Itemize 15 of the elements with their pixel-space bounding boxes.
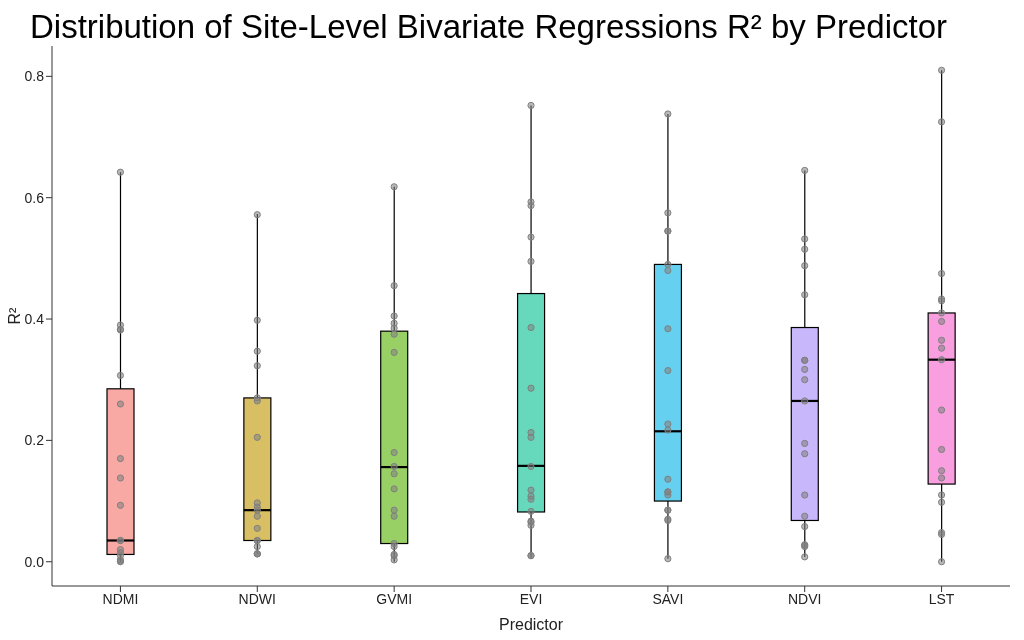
x-tick-label: NDWI xyxy=(238,590,276,607)
y-tick-label: 0.8 xyxy=(24,68,45,85)
y-tick-label: 0.6 xyxy=(24,189,45,206)
x-tick-label: NDMI xyxy=(102,590,139,607)
x-tick-label: GVMI xyxy=(376,590,413,607)
y-axis-title: R² xyxy=(6,306,23,325)
chart-title: Distribution of Site-Level Bivariate Regressions R² by Predictor xyxy=(30,8,948,46)
y-tick-label: 0.4 xyxy=(24,311,45,327)
y-tick-label: 0.2 xyxy=(24,432,45,449)
x-tick-label: NDVI xyxy=(787,590,822,607)
x-tick-label: EVI xyxy=(519,590,543,607)
x-tick-label: SAVI xyxy=(652,590,684,607)
x-tick-label: LST xyxy=(928,590,955,607)
y-tick-label: 0.0 xyxy=(24,553,45,570)
x-axis-title: Predictor xyxy=(498,616,564,633)
